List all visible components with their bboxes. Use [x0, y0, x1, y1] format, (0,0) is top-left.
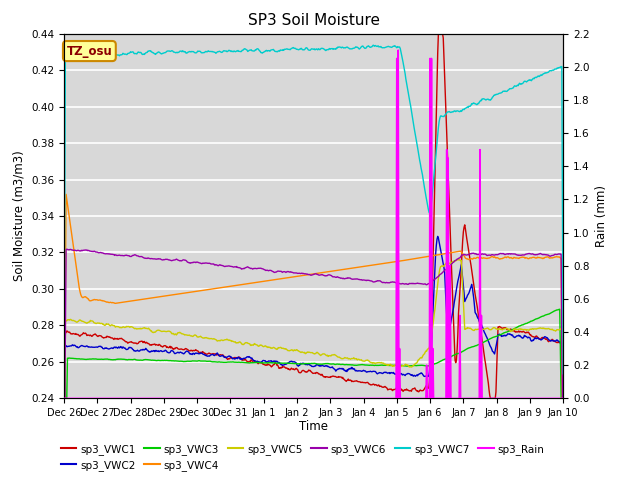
Text: TZ_osu: TZ_osu — [67, 45, 112, 58]
Legend: sp3_VWC1, sp3_VWC2, sp3_VWC3, sp3_VWC4, sp3_VWC5, sp3_VWC6, sp3_VWC7, sp3_Rain: sp3_VWC1, sp3_VWC2, sp3_VWC3, sp3_VWC4, … — [56, 439, 549, 475]
Y-axis label: Soil Moisture (m3/m3): Soil Moisture (m3/m3) — [13, 151, 26, 281]
X-axis label: Time: Time — [299, 420, 328, 432]
Title: SP3 Soil Moisture: SP3 Soil Moisture — [248, 13, 380, 28]
Y-axis label: Rain (mm): Rain (mm) — [595, 185, 608, 247]
